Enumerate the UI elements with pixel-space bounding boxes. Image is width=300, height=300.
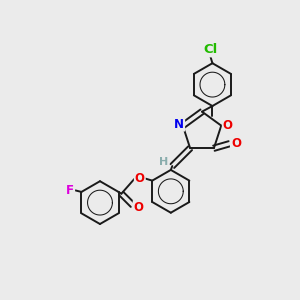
- Text: O: O: [135, 172, 145, 185]
- Text: N: N: [174, 118, 184, 130]
- Text: Cl: Cl: [203, 43, 217, 56]
- Text: F: F: [66, 184, 74, 197]
- Text: O: O: [134, 201, 144, 214]
- Text: O: O: [231, 137, 241, 150]
- Text: H: H: [159, 158, 169, 167]
- Text: O: O: [223, 118, 233, 131]
